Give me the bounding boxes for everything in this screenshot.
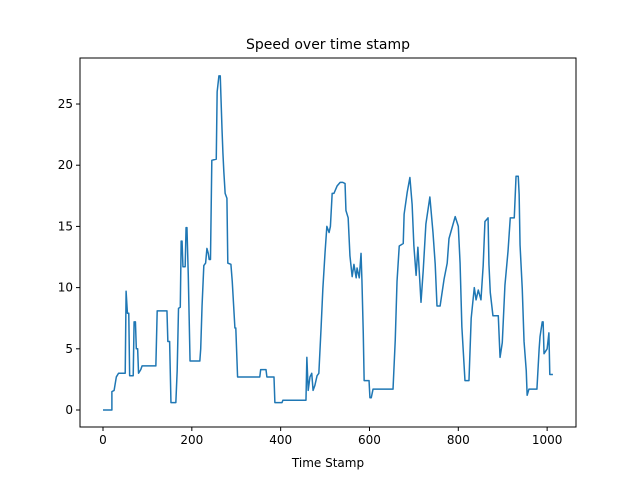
y-tick-label: 20: [58, 158, 73, 172]
y-tick-label: 0: [65, 403, 73, 417]
y-tick-label: 15: [58, 219, 73, 233]
y-tick-label: 10: [58, 281, 73, 295]
x-tick-label: 800: [447, 433, 470, 447]
plot-frame: [79, 57, 577, 428]
x-tick-label: 1000: [532, 433, 563, 447]
y-tick-label: 5: [65, 342, 73, 356]
x-tick-label: 600: [358, 433, 381, 447]
chart-title: Speed over time stamp: [246, 37, 410, 53]
y-tick-label: 25: [58, 97, 73, 111]
x-tick-label: 400: [269, 433, 292, 447]
x-tick-label: 0: [99, 433, 107, 447]
x-tick-label: 200: [180, 433, 203, 447]
x-axis-label: Time Stamp: [291, 456, 364, 470]
data-line: [103, 75, 553, 411]
